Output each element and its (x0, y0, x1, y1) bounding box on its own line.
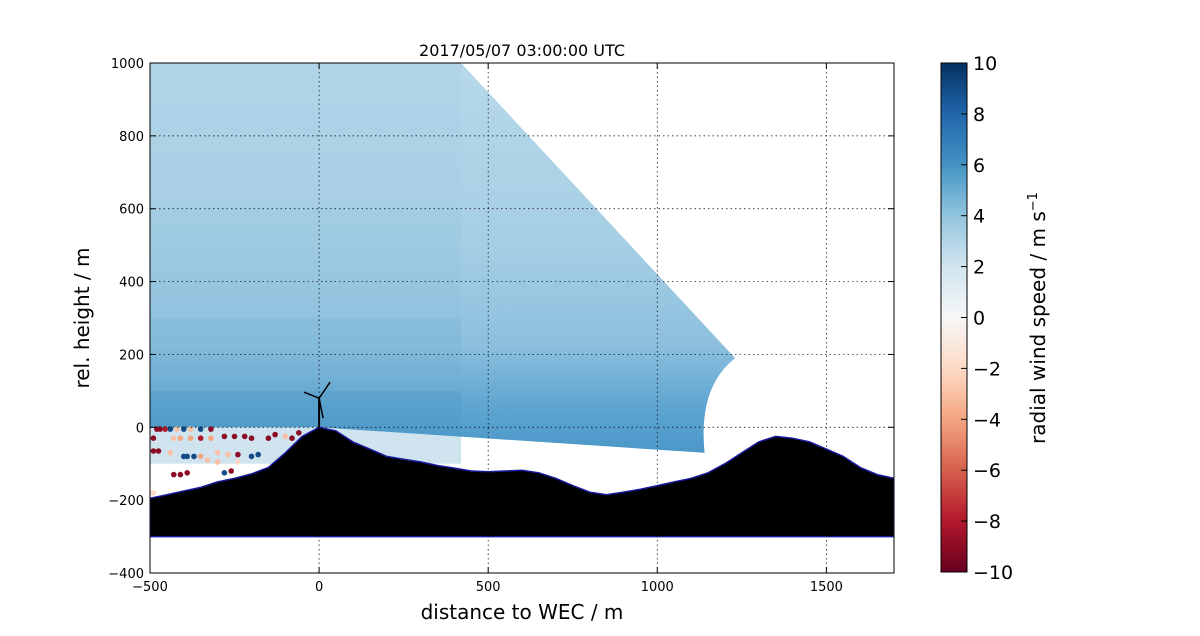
data-point (255, 451, 261, 458)
x-tick-label: 0 (315, 580, 323, 595)
data-point (191, 453, 197, 460)
y-tick-label: 200 (119, 348, 144, 363)
data-point (155, 448, 162, 454)
x-axis-label: distance to WEC / m (421, 600, 624, 624)
y-tick-label: −400 (108, 567, 144, 582)
data-point (214, 459, 221, 465)
data-point (296, 430, 302, 436)
data-point (177, 471, 184, 478)
colorbar-tick-label: 0 (973, 308, 985, 330)
data-point (221, 470, 228, 476)
data-point (170, 471, 177, 478)
wind-band (150, 208, 462, 318)
chart-title: 2017/05/07 03:00:00 UTC (419, 41, 625, 60)
data-point (248, 453, 255, 460)
data-point (167, 450, 174, 456)
data-point (167, 426, 174, 432)
colorbar-label-text: radial wind speed / m s (1026, 211, 1050, 444)
terrain-profile (150, 426, 894, 538)
data-point (170, 435, 177, 442)
x-tick-label: 1000 (641, 580, 674, 595)
data-point (204, 457, 211, 463)
data-point (221, 433, 228, 440)
data-point (289, 435, 295, 442)
colorbar-label-superscript: −1 (1026, 192, 1041, 211)
y-tick-label: −200 (108, 494, 144, 509)
wind-band (150, 63, 462, 209)
data-point (174, 426, 180, 432)
wind-field-bands (150, 63, 462, 464)
wind-field (150, 63, 736, 453)
colorbar-tick-label: −8 (973, 511, 1001, 533)
colorbar-tick-label: −2 (973, 358, 1001, 380)
plot-area: −500 0 500 1000 1500 −400 −200 0 200 400 600 800 10… (108, 57, 895, 595)
data-point (184, 453, 190, 460)
y-tick-label: 1000 (111, 57, 144, 72)
data-point (265, 435, 272, 442)
colorbar-ticks: −10 −8 −6 −4 −2 0 2 4 6 8 10 (961, 53, 1013, 584)
x-tick-label: −500 (132, 580, 168, 595)
plot-frame (149, 62, 895, 574)
y-tick-label: 400 (119, 276, 144, 291)
colorbar-tick-label: 6 (973, 155, 985, 177)
colorbar: −10 −8 −6 −4 −2 0 2 4 6 8 10 radial wind speed / m… (940, 53, 1050, 584)
data-point (187, 426, 194, 432)
data-point (225, 451, 231, 458)
y-tick-label: 800 (119, 130, 144, 145)
colorbar-tick-label: −6 (973, 460, 1001, 482)
data-point (197, 426, 204, 432)
data-point (241, 433, 248, 440)
colorbar-tick-label: 10 (973, 53, 997, 75)
wec-blade (303, 391, 320, 399)
data-point (248, 435, 255, 442)
y-axis-label: rel. height / m (70, 247, 94, 388)
data-point (235, 459, 241, 465)
x-tick-label: 500 (476, 580, 501, 595)
colorbar-label: radial wind speed / m s−1 (1026, 192, 1050, 444)
x-axis-ticks: −500 0 500 1000 1500 (132, 63, 843, 595)
data-point (208, 435, 214, 442)
data-point (162, 426, 168, 432)
data-point (150, 435, 157, 442)
colorbar-tick-label: 8 (973, 104, 985, 126)
data-point (208, 426, 214, 432)
data-point (231, 433, 238, 440)
data-point (177, 435, 184, 442)
wec-blade (318, 397, 324, 419)
near-ground-points (150, 426, 302, 496)
data-point (235, 451, 241, 458)
data-point (197, 453, 204, 460)
data-point (150, 448, 157, 454)
y-tick-label: 0 (136, 421, 144, 436)
wec-blade (318, 381, 331, 399)
data-point (150, 490, 157, 496)
data-point (181, 426, 187, 432)
data-point (184, 470, 190, 476)
colorbar-tick-label: 2 (973, 257, 985, 279)
data-point (157, 426, 163, 432)
data-point (187, 435, 194, 442)
wec-turbine-icon (303, 381, 331, 428)
y-axis-ticks: −400 −200 0 200 400 600 800 1000 (108, 57, 894, 582)
x-tick-label: 1500 (810, 580, 843, 595)
data-point (214, 450, 221, 456)
data-point (272, 431, 278, 438)
data-point (197, 435, 204, 442)
data-point (228, 468, 234, 474)
colorbar-tick-label: 4 (973, 206, 985, 228)
colorbar-tick-label: −4 (973, 409, 1001, 431)
wind-band (150, 318, 462, 391)
colorbar-tick-label: −10 (973, 562, 1013, 584)
y-tick-label: 600 (119, 203, 144, 218)
data-point (282, 433, 289, 440)
